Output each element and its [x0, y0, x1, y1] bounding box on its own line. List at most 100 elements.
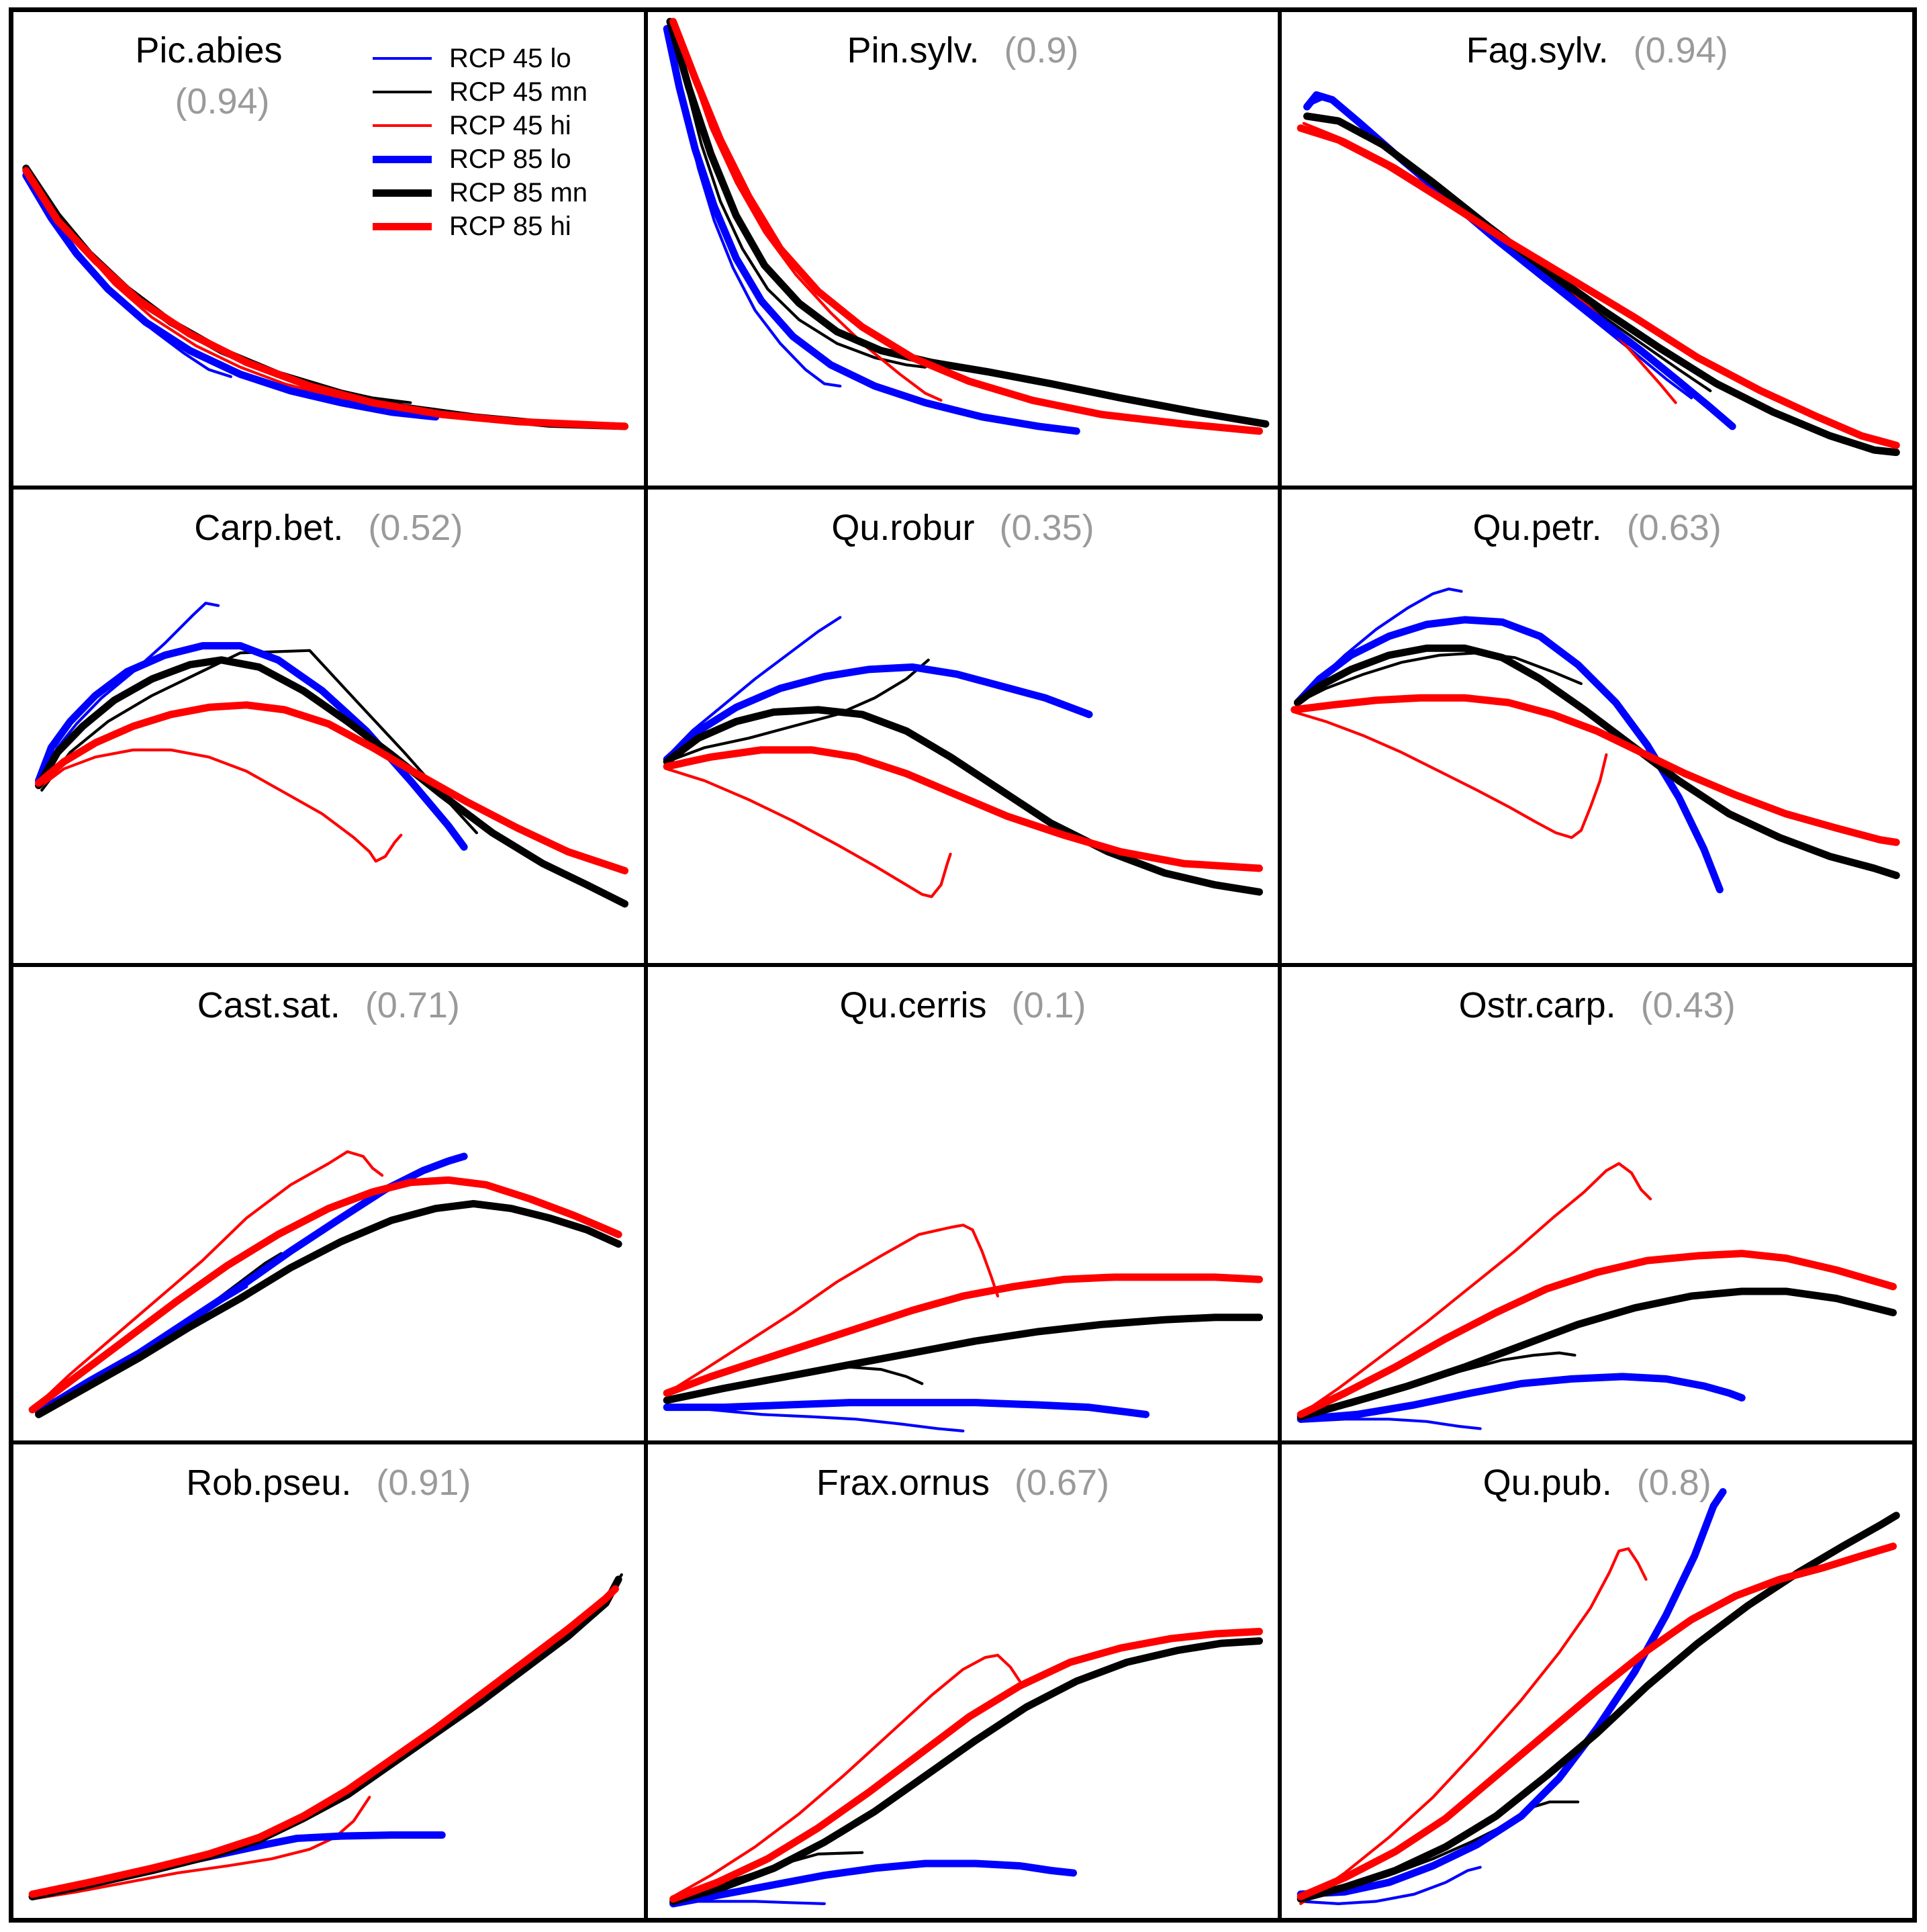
curve-rcp-85-mn [1301, 1291, 1893, 1417]
curves-pin-sylv [648, 12, 1278, 486]
curve-rcp-45-hi [1301, 1164, 1650, 1415]
legend-label: RCP 85 lo [449, 144, 571, 174]
curve-rcp-85-mn [673, 1641, 1259, 1902]
legend-label: RCP 45 hi [449, 110, 571, 140]
curve-rcp-85-hi [1301, 128, 1896, 445]
curves-qu-petr [1282, 490, 1912, 963]
legend-row-rcp85lo: RCP 85 lo [373, 142, 588, 176]
legend-line-icon [373, 155, 432, 163]
panel-title: Pic.abies [135, 30, 283, 71]
curves-carp-bet [13, 490, 644, 963]
curve-rcp-85-lo [1298, 620, 1720, 890]
panel-score: (0.43) [1640, 985, 1736, 1025]
legend: RCP 45 lo RCP 45 mn RCP 45 hi RCP 85 lo … [373, 42, 588, 243]
panel-carp-bet: Carp.bet. (0.52) [11, 488, 646, 965]
curve-rcp-45-mn [667, 660, 929, 762]
panel-title: Carp.bet. [194, 508, 344, 548]
panel-title-block: Ostr.carp. (0.43) [1282, 984, 1912, 1026]
curve-rcp-85-mn [667, 1318, 1259, 1400]
curve-rcp-85-lo [667, 1403, 1145, 1415]
panel-score: (0.67) [1015, 1463, 1110, 1503]
curve-rcp-85-hi [667, 750, 1259, 868]
legend-label: RCP 45 lo [449, 43, 571, 73]
panel-score: (0.35) [999, 508, 1094, 548]
curve-rcp-85-hi [673, 21, 1259, 431]
legend-label: RCP 85 hi [449, 211, 571, 241]
panel-title: Qu.cerris [839, 985, 987, 1025]
curve-rcp-85-lo [26, 175, 436, 417]
curve-rcp-45-lo [1301, 1868, 1480, 1904]
panel-score: (0.71) [365, 985, 460, 1025]
panel-qu-robur: Qu.robur (0.35) [645, 488, 1280, 965]
panel-title-block: Carp.bet. (0.52) [13, 507, 644, 549]
curves-frax-ornus [648, 1444, 1278, 1918]
panel-title-block: Qu.cerris (0.1) [648, 984, 1278, 1026]
curve-rcp-45-mn [42, 651, 477, 833]
legend-line-icon [373, 91, 432, 93]
curve-rcp-85-hi [667, 1277, 1259, 1393]
curve-rcp-45-hi [32, 1152, 382, 1410]
panel-score: (0.9) [1004, 30, 1079, 71]
curve-rcp-85-lo [39, 646, 465, 847]
curves-pic-abies [13, 12, 644, 486]
curve-rcp-85-lo [667, 29, 1076, 431]
panel-title: Rob.pseu. [186, 1463, 352, 1503]
curve-rcp-85-hi [39, 705, 625, 871]
panel-frax-ornus: Frax.ornus (0.67) [645, 1442, 1280, 1920]
legend-label: RCP 85 mn [449, 177, 588, 208]
curve-rcp-45-hi [667, 769, 950, 896]
chart-grid: Pic.abies (0.94) RCP 45 lo RCP 45 mn RCP… [9, 7, 1917, 1923]
curve-rcp-85-hi [1301, 1547, 1893, 1897]
panel-title: Fag.sylv. [1466, 30, 1609, 71]
panel-pin-sylv: Pin.sylv. (0.9) [645, 10, 1280, 488]
panel-cast-sat: Cast.sat. (0.71) [11, 965, 646, 1442]
curve-rcp-45-mn [32, 1575, 622, 1893]
curves-qu-pub [1282, 1444, 1912, 1918]
panel-score: (0.8) [1636, 1463, 1711, 1503]
panel-title: Ostr.carp. [1458, 985, 1616, 1025]
panel-title: Frax.ornus [816, 1463, 990, 1503]
curve-rcp-85-lo [39, 1156, 465, 1412]
panel-fag-sylv: Fag.sylv. (0.94) [1280, 10, 1914, 488]
legend-label: RCP 45 mn [449, 77, 588, 107]
legend-row-rcp45hi: RCP 45 hi [373, 109, 588, 142]
panel-score: (0.52) [368, 508, 463, 548]
curve-rcp-85-hi [1295, 698, 1896, 842]
panel-score: (0.91) [376, 1463, 471, 1503]
panel-qu-cerris: Qu.cerris (0.1) [645, 965, 1280, 1442]
curve-rcp-45-lo [667, 617, 840, 757]
curve-rcp-45-hi [42, 750, 401, 862]
legend-row-rcp45mn: RCP 45 mn [373, 75, 588, 109]
curve-rcp-45-hi [667, 1225, 998, 1393]
curve-rcp-85-mn [32, 1579, 618, 1896]
curve-rcp-45-mn [1298, 653, 1581, 702]
curve-rcp-85-mn [1298, 648, 1897, 875]
panel-title: Qu.pub. [1483, 1463, 1612, 1503]
curve-rcp-85-hi [32, 1180, 618, 1410]
panel-title-block: Pic.abies (0.94) [13, 30, 404, 122]
curves-fag-sylv [1282, 12, 1912, 486]
curve-rcp-85-mn [39, 660, 625, 904]
curve-rcp-85-mn [1307, 116, 1897, 453]
curve-rcp-85-mn [39, 1204, 619, 1415]
curve-rcp-85-hi [1301, 1254, 1893, 1415]
curves-rob-pseu [13, 1444, 644, 1918]
curve-rcp-85-mn [1301, 1516, 1896, 1899]
panel-pic-abies: Pic.abies (0.94) RCP 45 lo RCP 45 mn RCP… [11, 10, 646, 488]
panel-rob-pseu: Rob.pseu. (0.91) [11, 1442, 646, 1920]
curve-rcp-85-hi [673, 1632, 1259, 1899]
panel-title-block: Qu.pub. (0.8) [1282, 1462, 1912, 1504]
panel-title: Qu.robur [831, 508, 975, 548]
curves-qu-robur [648, 490, 1278, 963]
curve-rcp-85-lo [1307, 95, 1733, 426]
panel-title-block: Qu.robur (0.35) [648, 507, 1278, 549]
curve-rcp-45-hi [673, 1655, 1019, 1897]
panel-title: Cast.sat. [197, 985, 340, 1025]
curve-rcp-45-hi [32, 1797, 369, 1899]
curve-rcp-85-mn [667, 710, 1259, 892]
legend-line-icon [373, 189, 432, 197]
curve-rcp-45-hi [1301, 1549, 1646, 1904]
curve-rcp-85-hi [26, 171, 625, 426]
panel-score: (0.1) [1011, 985, 1086, 1025]
